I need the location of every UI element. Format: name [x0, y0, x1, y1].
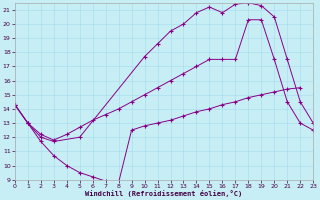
- X-axis label: Windchill (Refroidissement éolien,°C): Windchill (Refroidissement éolien,°C): [85, 190, 243, 197]
